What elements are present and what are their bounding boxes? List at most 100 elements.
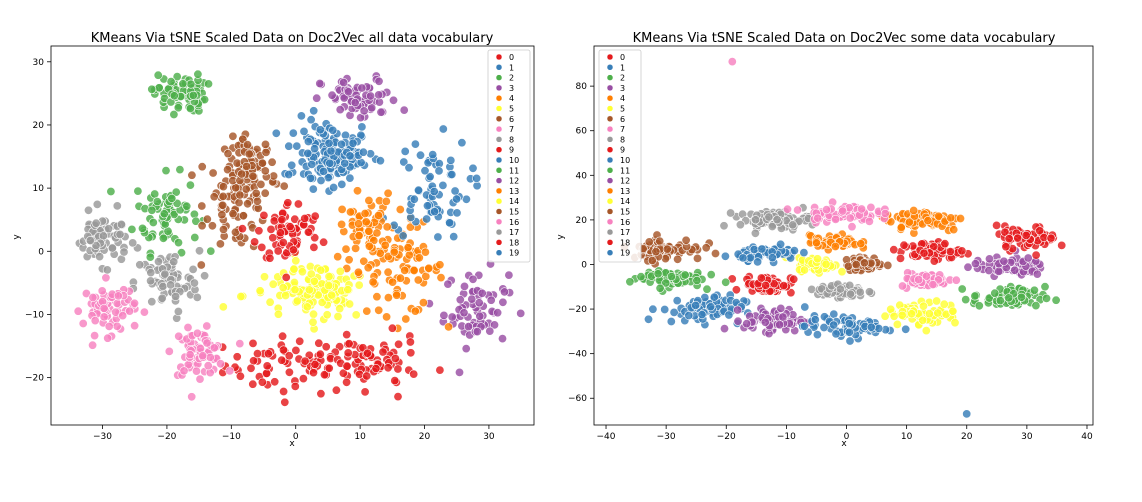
data-point-series-14 <box>316 265 326 275</box>
right-points <box>619 57 1067 419</box>
data-point-series-11 <box>636 272 646 282</box>
data-point-series-15 <box>256 179 266 189</box>
data-point-series-15 <box>209 192 219 202</box>
data-point-series-9 <box>319 237 329 247</box>
x-tick-label: −40 <box>597 432 616 442</box>
data-point-series-8 <box>764 212 774 222</box>
data-point-series-16 <box>130 298 140 308</box>
data-point-series-8 <box>750 228 760 238</box>
data-point-series-2 <box>171 187 181 197</box>
data-point-series-0 <box>277 355 287 365</box>
data-point-series-4 <box>418 298 428 308</box>
legend-label: 13 <box>620 187 630 196</box>
data-point-series-16 <box>101 273 111 283</box>
data-point-series-10 <box>438 124 448 134</box>
data-point-series-15 <box>243 140 253 150</box>
legend-marker <box>606 74 614 81</box>
data-point-series-4 <box>435 260 445 270</box>
legend-marker <box>606 218 614 226</box>
data-point-series-17 <box>92 199 102 209</box>
data-point-series-12 <box>376 107 386 117</box>
data-point-series-9 <box>940 239 950 249</box>
data-point-series-1 <box>309 106 319 116</box>
data-point-series-1 <box>296 111 306 121</box>
data-point-series-5 <box>292 296 302 306</box>
data-point-series-19 <box>738 253 748 263</box>
data-point-series-13 <box>361 217 371 227</box>
data-point-series-18 <box>378 347 388 357</box>
x-tick-label: 20 <box>961 432 973 442</box>
data-point-series-4 <box>383 293 393 303</box>
data-point-series-14 <box>924 309 934 319</box>
data-point-series-14 <box>317 297 327 307</box>
data-point-series-17 <box>107 243 117 253</box>
data-point-series-9 <box>293 199 303 209</box>
data-point-series-9 <box>283 198 293 208</box>
data-point-series-5 <box>278 283 288 293</box>
legend-marker <box>606 136 614 143</box>
data-point-series-17 <box>128 238 138 248</box>
data-point-series-13 <box>856 239 866 249</box>
data-point-series-10 <box>428 150 438 160</box>
data-point-series-15 <box>244 149 254 159</box>
data-point-series-14 <box>918 301 928 311</box>
data-point-series-19 <box>749 245 759 255</box>
data-point-series-2 <box>1042 293 1052 303</box>
data-point-series-15 <box>242 161 252 171</box>
data-point-series-13 <box>364 226 374 236</box>
data-point-series-14 <box>308 317 318 327</box>
legend-marker <box>495 94 503 102</box>
data-point-series-16 <box>104 321 114 331</box>
data-point-series-12 <box>984 265 994 275</box>
data-point-series-7 <box>209 343 219 353</box>
x-tick-label: −10 <box>777 432 796 442</box>
data-point-series-7 <box>897 281 907 291</box>
data-point-series-14 <box>345 299 355 309</box>
data-point-series-10 <box>447 170 457 180</box>
data-point-series-4 <box>403 243 413 253</box>
data-point-series-11 <box>186 79 196 89</box>
y-tick-label: 10 <box>33 184 45 194</box>
data-point-series-8 <box>166 280 176 290</box>
data-point-series-2 <box>961 295 971 305</box>
legend-label: 13 <box>509 187 519 196</box>
legend-marker <box>606 115 614 123</box>
data-point-series-9 <box>957 246 967 256</box>
data-point-series-16 <box>139 307 149 317</box>
legend-marker <box>495 239 503 246</box>
data-point-series-17 <box>116 219 126 229</box>
data-point-series-13 <box>373 211 383 221</box>
data-point-series-4 <box>405 222 415 232</box>
outlier-point <box>727 57 737 67</box>
plot-left: KMeans Via tSNE Scaled Data on Doc2Vec a… <box>12 31 535 449</box>
data-point-series-15 <box>261 147 271 157</box>
legend-marker <box>606 249 614 256</box>
data-point-series-19 <box>720 251 730 261</box>
legend-marker <box>495 74 503 81</box>
data-point-series-15 <box>197 162 207 172</box>
data-point-series-11 <box>193 69 203 79</box>
data-point-series-18 <box>362 371 372 381</box>
legend-marker <box>606 146 614 153</box>
data-point-series-2 <box>175 165 185 175</box>
data-point-series-4 <box>444 322 454 332</box>
data-point-series-12 <box>359 106 369 116</box>
data-point-series-15 <box>260 188 270 198</box>
legend-label: 11 <box>509 166 519 175</box>
data-point-series-17 <box>855 287 865 297</box>
data-point-series-18 <box>394 339 404 349</box>
data-point-series-8 <box>195 246 205 256</box>
data-point-series-7 <box>216 359 226 369</box>
data-point-series-11 <box>721 277 731 287</box>
data-point-series-18 <box>1000 227 1010 237</box>
data-point-series-11 <box>166 77 176 87</box>
data-point-series-13 <box>359 256 369 266</box>
data-point-series-0 <box>298 374 308 384</box>
data-point-series-13 <box>354 231 364 241</box>
data-point-series-16 <box>782 204 792 214</box>
data-point-series-9 <box>310 211 320 221</box>
legend-marker <box>495 136 503 143</box>
data-point-series-3 <box>516 308 526 318</box>
data-point-series-3 <box>455 295 465 305</box>
data-point-series-4 <box>392 290 402 300</box>
